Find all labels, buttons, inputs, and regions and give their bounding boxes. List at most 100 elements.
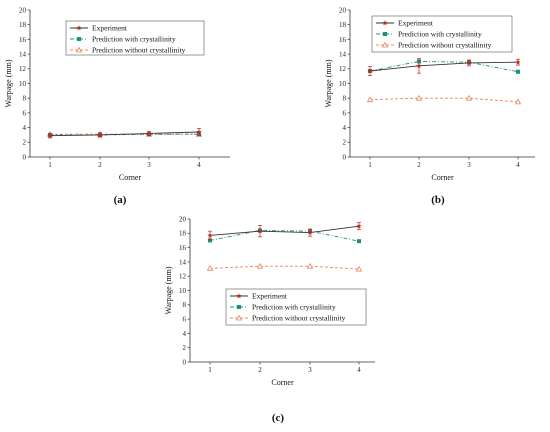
legend-label: Prediction with crystallinity [92,35,176,44]
legend-label: Prediction without crystallinity [252,314,346,323]
legend-marker [381,41,389,48]
x-tick-label: 2 [417,161,421,169]
series-line [209,265,360,270]
data-point [415,94,423,101]
y-tick-label: 2 [183,344,187,352]
y-tick-label: 0 [23,153,27,161]
data-point [47,132,53,138]
x-axis-title: Corner [431,173,454,182]
x-tick-label: 1 [368,161,372,169]
data-point [366,96,374,103]
y-axis-title: Warpage (mm) [164,266,173,314]
y-tick-label: 8 [183,301,187,309]
y-tick-label: 4 [23,124,27,132]
series-line [209,229,360,242]
y-tick-label: 16 [339,36,347,44]
y-tick-label: 8 [343,95,347,103]
y-tick-label: 6 [23,109,27,117]
y-tick-label: 2 [343,139,347,147]
legend-box [65,20,205,56]
legend-marker [76,25,82,31]
legend: Experiment Prediction with crystallinity P… [65,20,205,56]
data-point [514,98,522,105]
y-tick-label: 20 [19,6,27,14]
y-axis-title: Warpage (mm) [4,59,13,107]
y-tick-label: 2 [23,139,27,147]
legend-label: Prediction without crystallinity [92,46,186,55]
data-point [515,59,521,65]
legend-marker [77,37,81,41]
series-line [209,225,360,236]
series-experiment [207,222,362,241]
legend-label: Prediction without crystallinity [398,41,492,50]
data-point [146,130,152,136]
y-tick-label: 14 [179,258,187,266]
y-tick-label: 10 [19,80,27,88]
y-tick-label: 0 [343,153,347,161]
y-tick-label: 0 [183,358,187,366]
data-point [516,69,520,74]
panel-label: (a) [114,194,127,206]
y-tick-label: 18 [179,230,187,238]
legend-label: Prediction with crystallinity [252,303,336,312]
legend-marker [236,293,242,299]
legend-marker [237,305,241,309]
legend-label: Prediction with crystallinity [398,30,482,39]
x-axis-title: Corner [271,378,294,387]
data-point [97,132,103,138]
legend-label: Experiment [252,292,288,301]
legend-marker [382,20,388,26]
x-tick-label: 4 [357,366,361,374]
data-point [367,68,373,74]
data-point [355,265,363,272]
y-axis-title: Warpage (mm) [324,59,333,107]
series-line [49,131,200,137]
series-experiment [47,127,202,139]
x-tick-label: 3 [308,366,312,374]
x-tick-label: 2 [258,366,262,374]
data-point [206,265,214,271]
x-tick-label: 4 [197,161,201,169]
series-prediction-without-crystallinity [366,94,522,105]
data-point [256,262,264,269]
legend: Experiment Prediction with crystallinity P… [225,288,367,326]
series-experiment [367,58,521,76]
legend-label: Experiment [398,19,434,28]
series-prediction-with-crystallinity [368,59,520,74]
x-tick-label: 4 [516,161,520,169]
data-point [208,238,212,243]
y-tick-label: 12 [339,65,347,73]
legend-marker [235,314,243,321]
y-tick-label: 10 [179,287,187,295]
legend-label: Experiment [92,24,128,33]
data-point [465,94,473,101]
data-point [307,229,313,235]
legend-marker [383,32,387,36]
legend-marker [75,46,83,53]
y-tick-label: 20 [179,215,187,223]
series-line [369,97,519,103]
legend: Experiment Prediction with crystallinity P… [371,15,513,53]
y-tick-label: 10 [339,80,347,88]
x-tick-label: 3 [467,161,471,169]
y-tick-label: 12 [19,65,27,73]
series-line [369,60,519,73]
y-tick-label: 6 [183,316,187,324]
y-tick-label: 20 [339,6,347,14]
x-tick-label: 2 [98,161,102,169]
data-point [257,228,263,234]
y-tick-label: 4 [343,124,347,132]
y-tick-label: 16 [19,36,27,44]
data-point [466,60,472,66]
data-point [416,63,422,69]
y-tick-label: 14 [339,51,347,59]
x-axis-title: Corner [119,173,142,182]
data-point [356,223,362,229]
legend-box [225,288,367,326]
x-tick-label: 3 [147,161,151,169]
panel-label: (b) [431,194,445,206]
data-point [357,239,361,244]
